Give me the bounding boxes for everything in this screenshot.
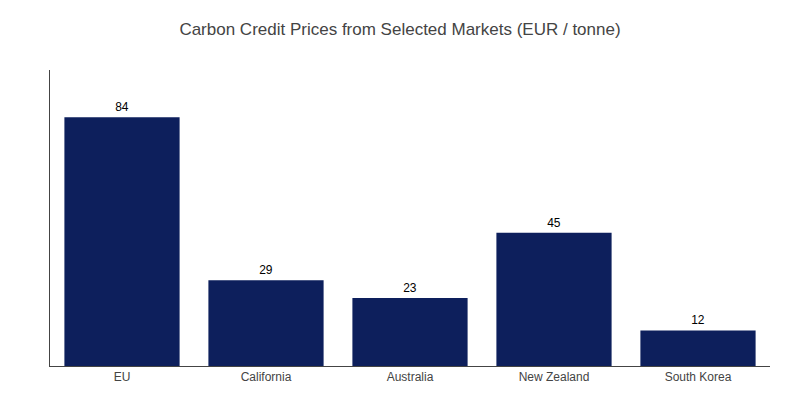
svg-text:New Zealand: New Zealand: [519, 370, 590, 384]
svg-text:South Korea: South Korea: [665, 370, 732, 384]
svg-text:23: 23: [403, 281, 417, 295]
svg-text:California: California: [241, 370, 292, 384]
svg-text:Australia: Australia: [387, 370, 434, 384]
svg-text:45: 45: [547, 216, 561, 230]
svg-text:Carbon Credit Prices from Sele: Carbon Credit Prices from Selected Marke…: [179, 20, 620, 39]
svg-text:12: 12: [691, 313, 705, 327]
svg-text:84: 84: [115, 100, 129, 114]
svg-text:29: 29: [259, 263, 273, 277]
svg-text:EU: EU: [114, 370, 131, 384]
